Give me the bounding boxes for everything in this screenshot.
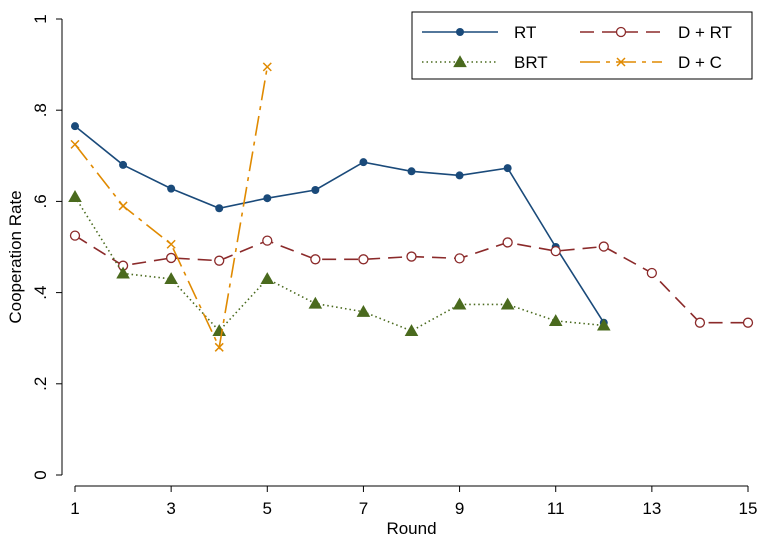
- x-tick-label: 15: [739, 499, 758, 518]
- point-brt: [548, 314, 563, 326]
- point-brt: [212, 324, 227, 337]
- y-axis-title: Cooperation Rate: [6, 190, 25, 323]
- point-d-c-stroke: [262, 62, 272, 72]
- point-d-c-stroke: [166, 239, 176, 249]
- point-rt: [503, 164, 512, 173]
- point-d-c: [118, 201, 128, 211]
- point-d-c-stroke: [214, 342, 224, 352]
- point-d-rt: [615, 26, 627, 38]
- legend-label-d-rt: D + RT: [678, 23, 732, 42]
- legend-item-d-rt: D + RT: [580, 23, 732, 42]
- y-tick-label: .4: [31, 286, 50, 300]
- point-brt: [68, 190, 82, 202]
- x-tick-label: 9: [455, 499, 464, 518]
- x-axis-title: Round: [386, 519, 436, 538]
- point-rt: [359, 158, 368, 167]
- point-d-rt: [502, 237, 513, 248]
- point-d-rt: [742, 317, 754, 328]
- x-tick-label: 11: [547, 499, 565, 518]
- point-brt: [452, 297, 467, 310]
- x-tick-label: 5: [263, 499, 272, 518]
- point-rt: [167, 184, 176, 193]
- legend-item-d-c: D + C: [580, 53, 722, 72]
- axes: 0.2.4.6.811 3 5 7 9 11 13 15: [31, 14, 757, 518]
- point-brt: [116, 266, 130, 279]
- y-tick-label: .8: [31, 103, 50, 117]
- plot-area: [68, 62, 754, 352]
- point-rt: [456, 28, 464, 36]
- point-d-c: [70, 139, 80, 149]
- point-rt: [71, 122, 79, 131]
- series-line-d-c: [74, 66, 269, 350]
- point-d-rt: [358, 254, 369, 265]
- x-tick-label: 13: [642, 499, 661, 518]
- point-rt: [215, 204, 224, 213]
- legend-label-d-c: D + C: [678, 53, 722, 72]
- legend-label-brt: BRT: [514, 53, 548, 72]
- point-d-c: [214, 342, 224, 352]
- point-d-rt: [454, 253, 465, 264]
- point-brt: [404, 324, 419, 337]
- point-d-rt: [598, 241, 609, 252]
- x-tick-label: 7: [359, 499, 368, 518]
- point-d-c-stroke: [70, 139, 80, 149]
- point-rt: [311, 186, 320, 194]
- point-rt: [407, 167, 416, 176]
- y-tick-label: 1: [31, 14, 50, 23]
- point-d-rt: [262, 235, 273, 246]
- series-line-brt: [74, 196, 604, 333]
- point-rt: [263, 194, 272, 203]
- point-brt: [453, 55, 467, 68]
- point-d-rt: [165, 252, 177, 264]
- y-tick-label: 0: [31, 470, 50, 479]
- point-brt: [164, 272, 178, 285]
- legend: RT D + RT BRT D + C: [411, 11, 753, 80]
- legend-label-rt: RT: [514, 23, 536, 42]
- point-d-rt: [214, 255, 225, 266]
- y-tick-label: .2: [31, 377, 50, 391]
- point-d-c: [616, 57, 626, 67]
- x-tick-label: 3: [166, 499, 175, 518]
- point-rt: [119, 160, 128, 169]
- point-brt: [500, 297, 515, 310]
- y-tick-label: .6: [31, 194, 50, 208]
- point-d-rt: [310, 254, 321, 265]
- point-d-rt: [694, 317, 706, 328]
- legend-item-brt: BRT: [422, 53, 548, 72]
- point-d-c-stroke: [616, 57, 626, 67]
- legend-box: [411, 11, 753, 80]
- point-brt: [596, 318, 611, 331]
- point-brt: [308, 296, 323, 309]
- point-d-c: [262, 62, 272, 72]
- point-d-rt: [646, 267, 658, 279]
- point-d-rt: [69, 230, 81, 241]
- legend-item-rt: RT: [422, 23, 536, 42]
- x-tick-label: 1: [70, 499, 79, 518]
- point-d-c-stroke: [118, 201, 128, 211]
- point-d-rt: [406, 251, 417, 262]
- point-brt: [356, 304, 371, 317]
- point-rt: [455, 171, 464, 180]
- point-brt: [260, 272, 275, 285]
- point-d-c: [166, 239, 176, 249]
- series-line-rt: [74, 125, 605, 324]
- point-d-rt: [550, 245, 561, 257]
